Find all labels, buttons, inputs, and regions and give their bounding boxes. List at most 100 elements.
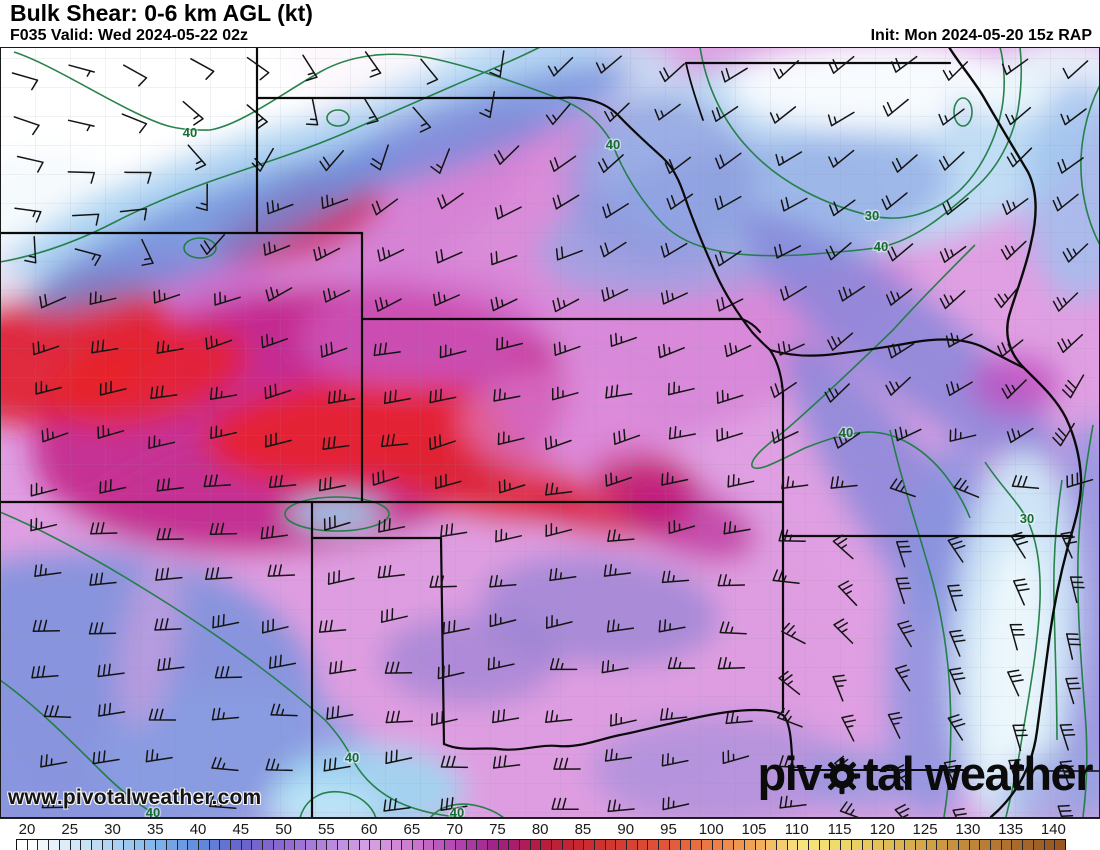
colorbar-cell	[680, 840, 692, 850]
contour-label: 40	[450, 805, 464, 818]
colorbar-cell	[787, 840, 799, 850]
colorbar-cell	[27, 840, 39, 850]
colorbar-cell	[1033, 840, 1045, 850]
colorbar-tick-label: 115	[827, 821, 852, 838]
colorbar-cell	[113, 840, 125, 850]
colorbar-tick-label: 55	[318, 821, 335, 838]
colorbar-cell	[830, 840, 842, 850]
contour-label: 40	[183, 125, 197, 140]
colorbar-tick-label: 130	[955, 821, 981, 838]
colorbar-cell	[1012, 840, 1024, 850]
colorbar-cell	[487, 840, 499, 850]
colorbar-tick-label: 85	[574, 821, 592, 838]
colorbar-cell	[498, 840, 510, 850]
colorbar-cell	[295, 840, 306, 850]
colorbar-cell	[584, 840, 595, 850]
colorbar-footer: 20 25 30 35 40 45 50 55 60 65 70 75 80 85 90 95 100 105 11…	[0, 818, 1100, 850]
colorbar-cell	[659, 840, 670, 850]
colorbar-cell	[851, 840, 863, 850]
colorbar-tick-label: 125	[912, 821, 938, 838]
colorbar-tick-label: 70	[446, 821, 463, 838]
colorbar-tick-label: 20	[18, 821, 36, 838]
colorbar-cell	[1044, 840, 1056, 850]
colorbar-cell	[466, 840, 478, 850]
valid-time-label: F035 Valid: Wed 2024-05-22 02z	[10, 27, 249, 44]
watermark-url: www.pivotalweather.com	[8, 786, 262, 809]
logo-text-pre: piv	[757, 747, 823, 800]
colorbar-tick-label: 45	[232, 821, 250, 838]
colorbar-tick-label: 60	[360, 821, 378, 838]
colorbar-cell	[798, 840, 810, 850]
colorbar-cell	[380, 840, 392, 850]
colorbar-cell	[916, 840, 927, 850]
colorbar-cell	[434, 840, 446, 850]
colorbar-cell	[209, 840, 221, 850]
colorbar-cell	[81, 840, 92, 850]
colorbar-cell	[883, 840, 895, 850]
gear-icon	[823, 757, 861, 794]
colorbar-cell	[188, 840, 199, 850]
colorbar-cell	[841, 840, 852, 850]
contour-label: 40	[606, 137, 620, 152]
colorbar-cell	[263, 840, 274, 850]
colorbar-cell	[552, 840, 563, 850]
contour-label: 30	[865, 208, 879, 223]
colorbar-cell	[445, 840, 456, 850]
colorbar-cell	[926, 840, 938, 850]
colorbar-cell	[423, 840, 435, 850]
colorbar-cell	[252, 840, 264, 850]
colorbar-tick-label: 50	[275, 821, 292, 838]
colorbar-cell	[755, 840, 767, 850]
colorbar-cell	[455, 840, 467, 850]
colorbar-cell	[712, 840, 724, 850]
colorbar-tick-label: 35	[146, 821, 164, 838]
colorbar-cell	[391, 840, 403, 850]
pivotal-weather-logo: piv tal weather	[757, 747, 1094, 800]
colorbar-cell	[198, 840, 210, 850]
colorbar-tick-label: 100	[698, 821, 724, 838]
colorbar-tick-label: 140	[1040, 821, 1066, 838]
logo-text-post: tal weather	[862, 747, 1094, 800]
colorbar-cell	[702, 840, 713, 850]
colorbar-cell	[809, 840, 820, 850]
init-time-label: Init: Mon 2024-05-20 15z RAP	[870, 27, 1092, 44]
contour-label: 30	[1020, 511, 1034, 526]
colorbar-cell	[541, 840, 553, 850]
colorbar-cell	[669, 840, 681, 850]
colorbar-tick-label: 110	[784, 821, 809, 838]
colorbar-cell	[776, 840, 788, 850]
colorbar-cell	[894, 840, 906, 850]
colorbar-cell	[220, 840, 232, 850]
colorbar-cell	[348, 840, 360, 850]
colorbar-tick-label: 105	[741, 821, 767, 838]
colorbar-tick-label: 25	[61, 821, 79, 838]
colorbar-cell	[359, 840, 371, 850]
colorbar-tick-label: 75	[489, 821, 506, 838]
colorbar-cell	[1023, 840, 1034, 850]
colorbar-cell	[873, 840, 884, 850]
colorbar-cell	[59, 840, 71, 850]
colorbar-tick-label: 95	[660, 821, 677, 838]
colorbar-tick-label: 90	[617, 821, 635, 838]
colorbar-cell	[573, 840, 585, 850]
colorbar-cell	[530, 840, 542, 850]
colorbar-cell	[402, 840, 414, 850]
page-title: Bulk Shear: 0-6 km AGL (kt)	[10, 0, 313, 26]
colorbar-tick-label: 120	[869, 821, 895, 838]
colorbar-cell	[145, 840, 157, 850]
colorbar-cell	[958, 840, 970, 850]
colorbar-cell	[980, 840, 991, 850]
colorbar-cell	[594, 840, 606, 850]
colorbar-cell	[605, 840, 617, 850]
contour-label: 40	[874, 239, 888, 254]
colorbar-cell	[134, 840, 146, 850]
colorbar-cell	[1001, 840, 1013, 850]
colorbar-cell	[990, 840, 1002, 850]
colorbar-cell	[509, 840, 521, 850]
colorbar-cell	[616, 840, 628, 850]
colorbar-cell	[370, 840, 381, 850]
colorbar-cell	[49, 840, 60, 850]
colorbar-cell	[1055, 840, 1065, 850]
colorbar-cell	[70, 840, 82, 850]
